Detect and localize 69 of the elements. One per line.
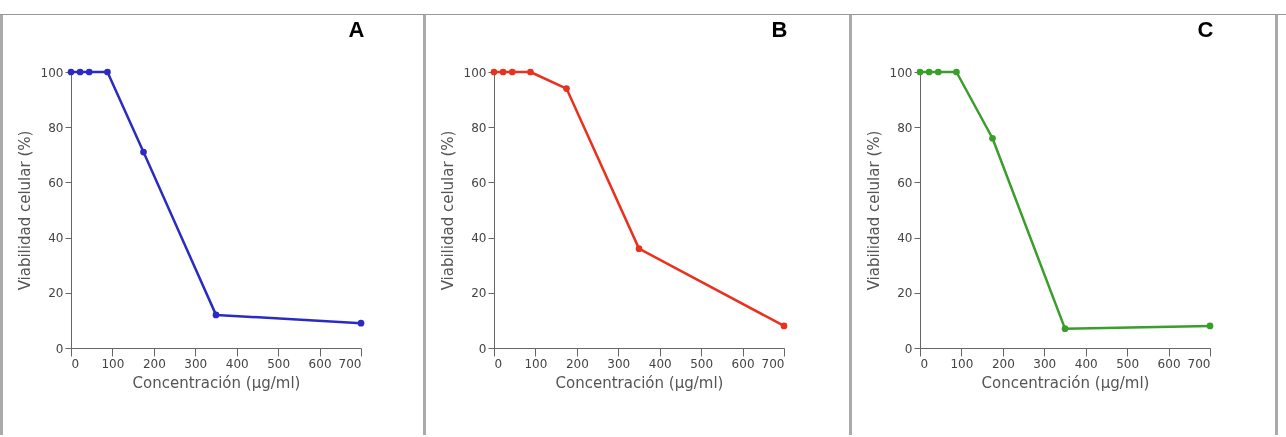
chart-title: B [771,17,788,42]
y-tick-label: 100 [463,65,487,80]
x-tick-label: 700 [1187,356,1211,371]
y-tick-label: 0 [478,341,487,356]
x-tick-label: 600 [308,356,332,371]
x-tick-label: 300 [607,356,631,371]
x-axis-title: Concentración (µg/ml) [981,373,1150,392]
point [780,322,788,330]
x-tick-label: 100 [524,356,548,371]
point [499,68,507,76]
x-tick-label: 400 [648,356,672,371]
y-axis-title: Viabilidad celular (%) [438,130,457,291]
y-tick-label: 60 [897,175,913,190]
y-tick-label: 60 [471,175,487,190]
x-axis-title: Concentración (µg/ml) [555,373,724,392]
y-tick-label: 0 [904,341,913,356]
y-tick-label: 20 [48,286,64,301]
point [527,68,534,76]
y-tick-label: 80 [48,120,64,135]
x-tick-label: 700 [761,356,785,371]
y-tick-label: 60 [48,175,64,190]
x-tick-label: 200 [565,356,589,371]
y-axis-title: Viabilidad celular (%) [15,130,34,291]
y-tick-label: 0 [55,341,64,356]
y-tick-label: 100 [40,65,64,80]
y-tick-label: 20 [471,286,487,301]
x-tick-label: 400 [225,356,249,371]
point [563,85,570,92]
y-tick-label: 80 [897,120,913,135]
x-tick-label: 200 [142,356,166,371]
y-tick-label: 40 [471,231,487,246]
x-tick-label: 300 [1033,356,1057,371]
point [934,68,942,76]
y-tick-label: 100 [889,65,913,80]
x-tick-label: 300 [184,356,208,371]
y-tick-label: 40 [897,231,913,246]
x-tick-label: 500 [267,356,291,371]
x-axis-title: Concentración (µg/ml) [132,373,301,392]
point [76,68,84,76]
x-tick-label: 0 [71,356,80,371]
y-tick-label: 40 [48,231,64,246]
point [85,68,93,76]
chart-title: C [1197,17,1214,42]
point [925,68,933,76]
x-tick-label: 600 [731,356,755,371]
point [953,68,960,76]
y-tick-label: 80 [471,120,487,135]
y-axis-title: Viabilidad celular (%) [864,130,883,291]
x-tick-label: 600 [1157,356,1181,371]
x-tick-label: 700 [338,356,362,371]
chart-title: A [348,17,365,42]
point [140,148,147,156]
x-tick-label: 100 [101,356,125,371]
point [1061,325,1069,333]
point [508,68,516,76]
point [1206,322,1214,330]
point [357,319,365,327]
x-tick-label: 0 [920,356,929,371]
x-tick-label: 0 [494,356,503,371]
point [989,134,996,142]
x-tick-label: 400 [1074,356,1098,371]
point [635,245,643,252]
x-tick-label: 200 [991,356,1015,371]
point [212,311,220,319]
x-tick-label: 500 [1116,356,1140,371]
x-tick-label: 500 [690,356,714,371]
y-tick-label: 20 [897,286,913,301]
point [104,68,111,76]
x-tick-label: 100 [950,356,974,371]
